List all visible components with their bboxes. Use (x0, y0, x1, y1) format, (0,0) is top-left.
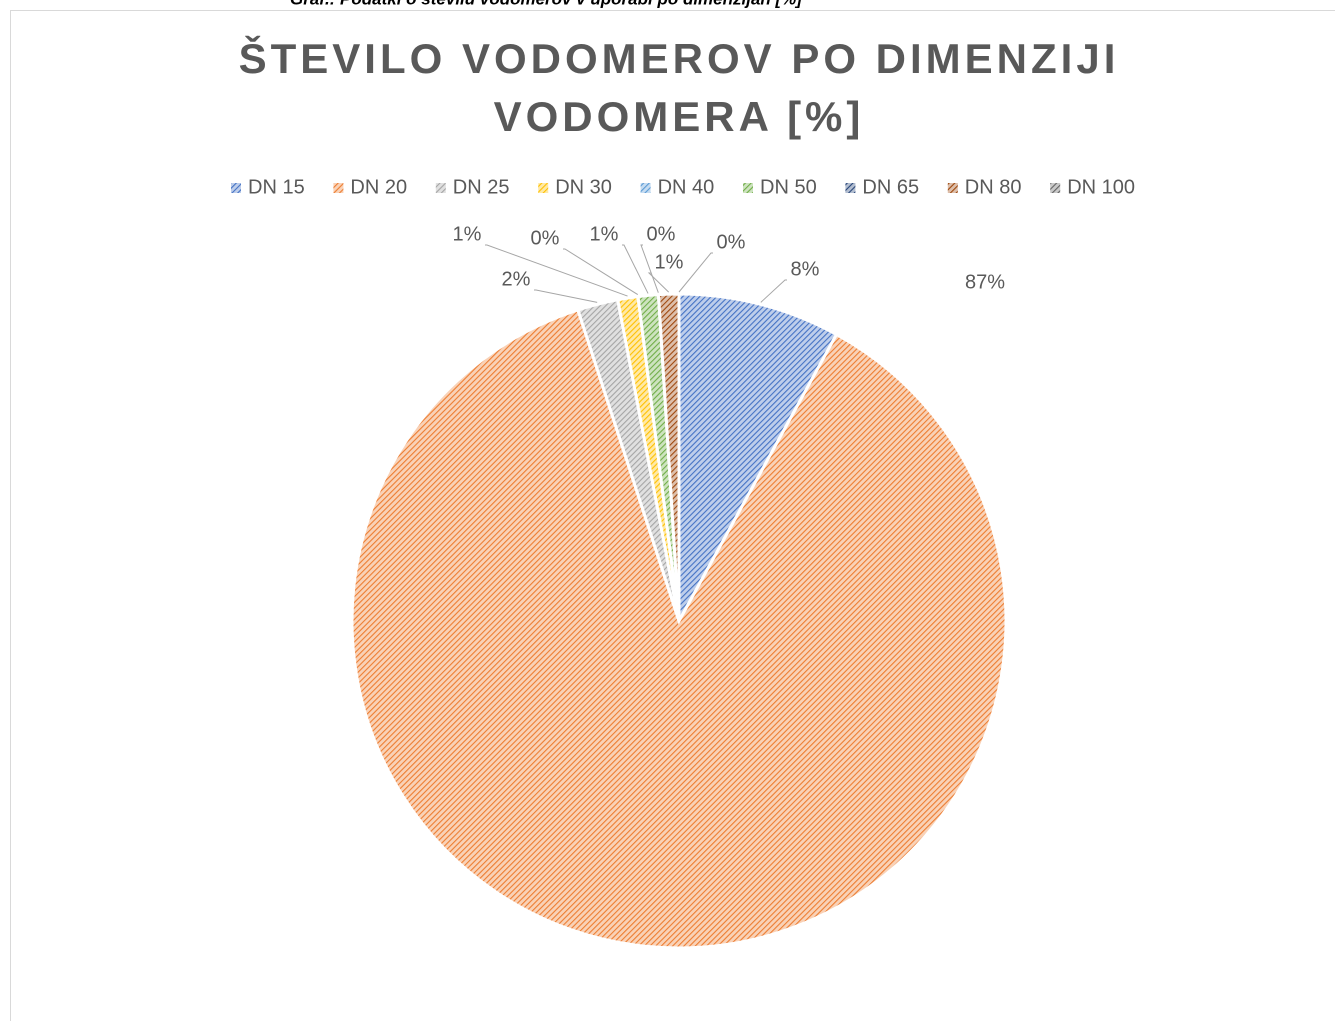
pie-slice (350, 308, 1008, 950)
data-label: 1% (590, 223, 619, 245)
legend-label: DN 25 (453, 176, 510, 198)
legend-marker (845, 183, 856, 193)
legend-marker (435, 183, 446, 193)
legend-marker (231, 183, 241, 193)
leader-line (622, 244, 649, 294)
leader-line (760, 279, 787, 303)
data-label: 8% (791, 258, 820, 280)
data-label: 1% (655, 251, 684, 273)
data-label: 1% (453, 223, 482, 245)
legend-label: DN 100 (1067, 176, 1135, 198)
legend-marker (947, 183, 958, 193)
data-label: 0% (531, 227, 560, 249)
leader-line (678, 252, 713, 293)
leader-line (534, 289, 598, 303)
data-label: 2% (502, 268, 531, 290)
legend-label: DN 15 (248, 176, 305, 198)
legend-marker (538, 183, 549, 193)
legend-marker (1050, 183, 1061, 193)
legend-label: DN 80 (965, 176, 1022, 198)
pie-slice (677, 292, 839, 622)
caption: Graf.: Podatki o številu vodomerov v upo… (290, 0, 803, 8)
leader-line (647, 272, 670, 293)
chart-title: VODOMERA [%] (494, 93, 865, 140)
legend-label: DN 50 (760, 176, 817, 198)
legend-label: DN 30 (555, 176, 612, 198)
legend-marker (333, 183, 344, 193)
leader-line (563, 248, 639, 296)
legend-label: DN 40 (658, 176, 715, 198)
legend-label: DN 65 (862, 176, 919, 198)
legend-marker (640, 183, 651, 193)
legend-label: DN 20 (350, 176, 407, 198)
chart-title: ŠTEVILO VODOMEROV PO DIMENZIJI (239, 34, 1120, 82)
data-label: 0% (647, 223, 676, 245)
legend-marker (743, 183, 753, 193)
data-label: 0% (717, 231, 746, 253)
leader-line (485, 244, 628, 297)
data-label: 87% (965, 271, 1005, 293)
